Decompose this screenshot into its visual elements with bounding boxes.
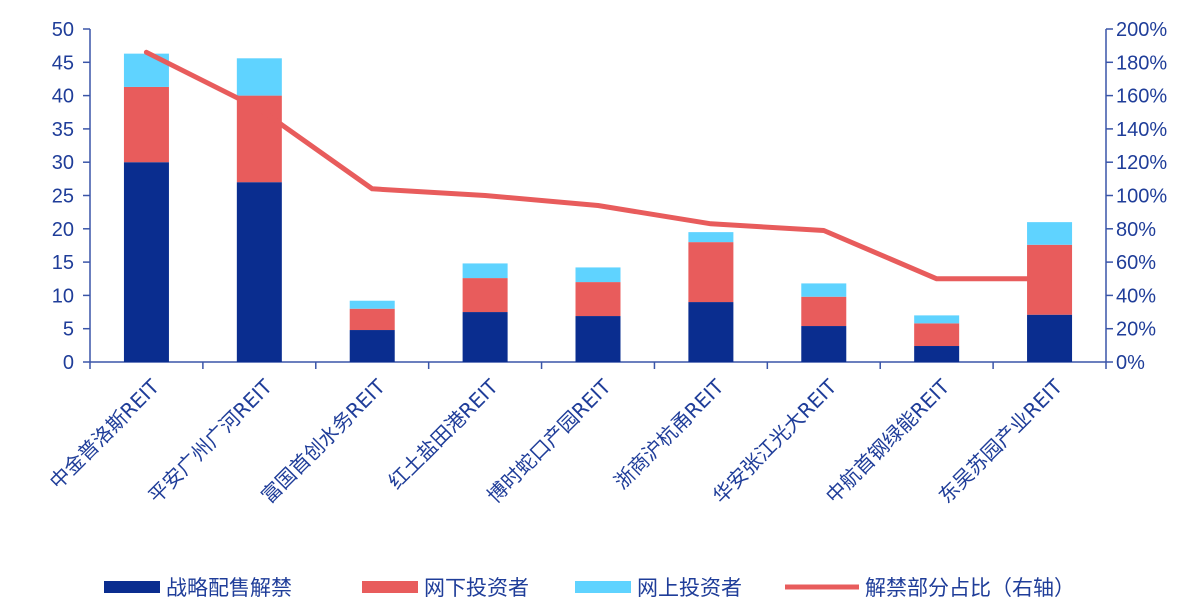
bar-segment-3 xyxy=(801,283,847,297)
bars xyxy=(123,53,1073,362)
right-tick-label: 60% xyxy=(1116,252,1156,274)
right-tick-label: 180% xyxy=(1116,52,1167,74)
bar-segment-3 xyxy=(1027,222,1073,245)
bar-segment-3 xyxy=(688,232,734,243)
category-label: 中金普洛斯REIT xyxy=(45,374,165,494)
legend-swatch xyxy=(104,581,160,593)
bar-segment-3 xyxy=(462,263,508,279)
left-tick-label: 15 xyxy=(52,252,74,274)
right-tick-label: 100% xyxy=(1116,186,1167,208)
bar-segment-3 xyxy=(236,58,282,96)
bar-segment-2 xyxy=(123,86,169,163)
left-tick-label: 30 xyxy=(52,152,74,174)
right-tick-label: 120% xyxy=(1116,152,1167,174)
left-tick-label: 25 xyxy=(52,186,74,208)
right-tick-label: 140% xyxy=(1116,119,1167,141)
bar-segment-1 xyxy=(914,346,960,362)
left-tick-label: 5 xyxy=(63,319,74,341)
bar-segment-2 xyxy=(914,323,960,347)
category-label: 华安张江光大REIT xyxy=(708,374,842,508)
legend-label: 战略配售解禁 xyxy=(166,576,292,600)
left-tick-label: 40 xyxy=(52,86,74,108)
legend-swatch xyxy=(575,581,631,593)
left-tick-label: 35 xyxy=(52,119,74,141)
ratio-line xyxy=(143,49,1053,282)
bar-segment-2 xyxy=(688,242,734,303)
category-labels: 中金普洛斯REIT平安广州广河REIT富国首创水务REIT红土盐田港REIT博时… xyxy=(45,374,1068,508)
legend: 战略配售解禁 网下投资者 网上投资者 解禁部分占比（右轴） xyxy=(104,576,1075,600)
legend-label: 网上投资者 xyxy=(637,576,742,600)
category-label: 博时蛇口产园REIT xyxy=(482,374,616,508)
bar-segment-3 xyxy=(575,267,621,283)
bar-segment-3 xyxy=(349,300,395,309)
left-tick-label: 50 xyxy=(52,19,74,41)
left-tick-label: 10 xyxy=(52,285,74,307)
bar-segment-1 xyxy=(462,312,508,362)
bar-segment-1 xyxy=(349,330,395,362)
bar-segment-1 xyxy=(123,162,169,362)
category-label: 富国首创水务REIT xyxy=(256,374,390,508)
legend-label: 解禁部分占比（右轴） xyxy=(865,576,1075,600)
legend-label: 网下投资者 xyxy=(424,576,529,600)
right-tick-label: 0% xyxy=(1116,352,1145,374)
right-tick-label: 160% xyxy=(1116,86,1167,108)
category-label: 浙商沪杭甬REIT xyxy=(609,374,729,494)
right-tick-label: 200% xyxy=(1116,19,1167,41)
category-label: 平安广州广河REIT xyxy=(143,374,277,508)
bar-segment-2 xyxy=(349,308,395,331)
category-label: 红土盐田港REIT xyxy=(383,374,503,494)
bar-segment-2 xyxy=(462,278,508,313)
bar-segment-1 xyxy=(236,182,282,362)
right-tick-label: 80% xyxy=(1116,219,1156,241)
legend-swatch xyxy=(362,581,418,593)
bar-segment-2 xyxy=(801,296,847,327)
category-label: 东吴苏园产业REIT xyxy=(934,374,1068,508)
category-label: 中航首钢绿能REIT xyxy=(821,374,955,508)
left-tick-label: 45 xyxy=(52,52,74,74)
left-tick-label: 0 xyxy=(63,352,74,374)
bar-segment-1 xyxy=(1027,314,1073,362)
bar-segment-1 xyxy=(801,326,847,362)
left-tick-label: 20 xyxy=(52,219,74,241)
bar-segment-3 xyxy=(914,315,960,324)
bar-segment-1 xyxy=(575,316,621,362)
bar-segment-2 xyxy=(575,282,621,317)
right-tick-label: 20% xyxy=(1116,319,1156,341)
right-tick-label: 40% xyxy=(1116,285,1156,307)
bar-segment-1 xyxy=(688,302,734,362)
tick-labels: 0 5 10 15 20 25 30 35 40 45 50 0% 20% 40% 60% 80% 100% 12… xyxy=(52,19,1168,374)
ratio-line-path xyxy=(143,49,1053,282)
